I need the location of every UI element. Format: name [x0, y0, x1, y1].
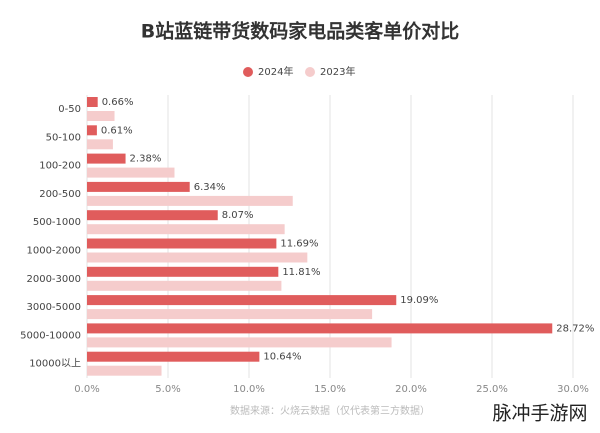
bar — [87, 280, 282, 291]
bar — [87, 238, 277, 249]
watermark: 脉冲手游网 — [492, 403, 587, 425]
bar — [87, 111, 115, 121]
bar — [87, 266, 279, 277]
legend-label: 2023年 — [320, 65, 355, 78]
value-label: 6.34% — [194, 182, 226, 193]
source-note: 数据来源：火烧云数据（仅代表第三方数据） — [230, 404, 430, 417]
value-label: 11.81% — [282, 267, 320, 278]
bar — [87, 337, 392, 348]
bar — [87, 139, 113, 150]
value-label: 0.66% — [102, 97, 134, 108]
y-tick-label: 1000-2000 — [26, 246, 81, 257]
bar — [87, 351, 260, 362]
x-tick-label: 0.0% — [74, 384, 99, 395]
bar — [87, 97, 98, 107]
value-label: 19.09% — [400, 295, 438, 306]
x-tick-label: 30.0% — [557, 384, 589, 395]
bar — [87, 295, 397, 306]
bar — [87, 365, 162, 376]
bar — [87, 195, 293, 206]
value-label: 11.69% — [280, 239, 318, 250]
x-tick-label: 10.0% — [233, 384, 265, 395]
legend-marker — [243, 67, 253, 77]
legend-marker — [305, 67, 315, 77]
value-label: 28.72% — [556, 323, 594, 334]
x-tick-label: 20.0% — [395, 384, 427, 395]
bar — [87, 125, 97, 136]
y-tick-label: 0-50 — [58, 104, 81, 115]
bar — [87, 153, 126, 164]
bar — [87, 224, 285, 235]
chart-title: B站蓝链带货数码家电品类客单价对比 — [141, 20, 459, 43]
value-label: 2.38% — [130, 154, 162, 165]
value-label: 8.07% — [222, 210, 254, 221]
bar — [87, 210, 218, 221]
bar — [87, 252, 308, 263]
bar — [87, 181, 190, 192]
y-tick-label: 50-100 — [46, 132, 81, 143]
y-tick-label: 500-1000 — [33, 217, 81, 228]
bar — [87, 323, 553, 334]
bar — [87, 167, 175, 178]
y-tick-label: 5000-10000 — [20, 330, 81, 341]
x-tick-label: 5.0% — [155, 384, 180, 395]
y-tick-label: 200-500 — [39, 189, 81, 200]
y-tick-label: 100-200 — [39, 161, 81, 172]
legend-label: 2024年 — [258, 65, 293, 78]
y-tick-label: 2000-3000 — [26, 274, 81, 285]
y-tick-label: 10000以上 — [29, 358, 81, 370]
value-label: 10.64% — [263, 352, 301, 363]
x-tick-label: 15.0% — [314, 384, 346, 395]
y-tick-label: 3000-5000 — [26, 302, 81, 313]
bar — [87, 309, 373, 320]
value-label: 0.61% — [101, 125, 133, 136]
x-tick-label: 25.0% — [476, 384, 508, 395]
